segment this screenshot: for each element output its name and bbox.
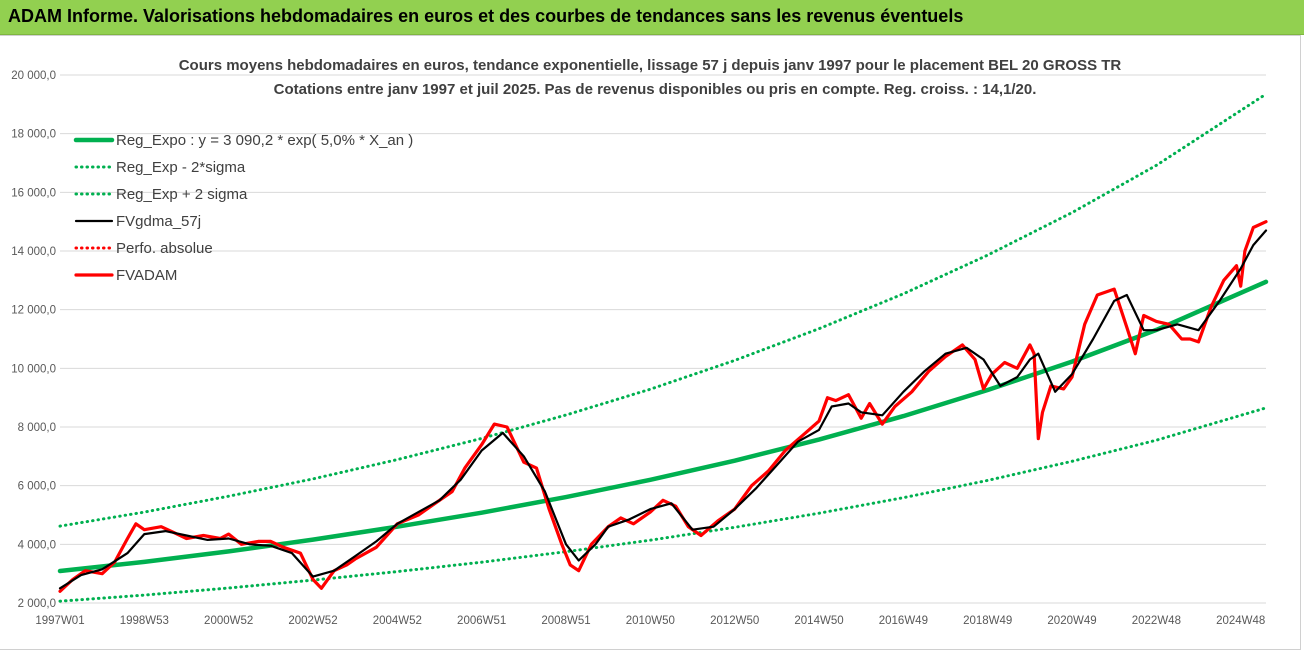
legend-label: FVADAM	[116, 267, 177, 284]
legend-label: Reg_Exp + 2 sigma	[116, 186, 248, 203]
y-tick-label: 16 000,0	[11, 187, 56, 199]
title-banner: ADAM Informe. Valorisations hebdomadaire…	[0, 0, 1304, 35]
legend-label: Perfo. absolue	[116, 240, 213, 257]
y-axis: 2 000,0 4 000,0 6 000,0 8 000,0 10 000,0 12 0…	[11, 70, 56, 610]
x-tick-label: 2000W52	[204, 615, 253, 627]
x-tick-label: 2022W48	[1132, 615, 1181, 627]
y-tick-label: 4 000,0	[18, 539, 56, 551]
x-tick-label: 1998W53	[120, 615, 169, 627]
plot-area	[57, 92, 1269, 603]
x-tick-label: 2012W50	[710, 615, 759, 627]
chart-subtitle: Cotations entre janv 1997 et juil 2025. …	[274, 81, 1037, 98]
series-line	[57, 279, 1269, 574]
x-tick-label: 2002W52	[288, 615, 337, 627]
series-line	[58, 92, 1268, 528]
series-line	[58, 220, 1268, 593]
y-tick-label: 20 000,0	[11, 70, 56, 82]
page-title: ADAM Informe. Valorisations hebdomadaire…	[8, 6, 964, 26]
x-tick-label: 2024W48	[1216, 615, 1265, 627]
y-tick-label: 18 000,0	[11, 129, 56, 141]
y-tick-label: 10 000,0	[11, 363, 56, 375]
x-axis: 1997W01 1998W53 2000W52 2002W52 2004W52 2006W…	[35, 615, 1265, 627]
x-tick-label: 2010W50	[626, 615, 675, 627]
x-tick-label: 2014W50	[794, 615, 843, 627]
legend-label: Reg_Exp - 2*sigma	[116, 159, 246, 176]
y-tick-label: 14 000,0	[11, 246, 56, 258]
x-tick-label: 2006W51	[457, 615, 506, 627]
y-tick-label: 8 000,0	[18, 422, 56, 434]
series-line	[58, 229, 1268, 590]
x-tick-label: 1997W01	[35, 615, 84, 627]
x-tick-label: 2018W49	[963, 615, 1012, 627]
legend-label: FVgdma_57j	[116, 213, 201, 230]
series-line	[58, 406, 1268, 603]
y-tick-label: 12 000,0	[11, 305, 56, 317]
x-tick-label: 2004W52	[373, 615, 422, 627]
chart-frame	[0, 35, 1301, 650]
x-tick-label: 2016W49	[879, 615, 928, 627]
grid	[60, 74, 1266, 604]
x-tick-label: 2008W51	[541, 615, 590, 627]
y-tick-label: 6 000,0	[18, 481, 56, 493]
y-tick-label: 2 000,0	[18, 598, 56, 610]
legend: Reg_Expo : y = 3 090,2 * exp( 5,0% * X_a…	[73, 132, 413, 284]
chart-title: Cours moyens hebdomadaires en euros, ten…	[179, 57, 1122, 74]
legend-label: Reg_Expo : y = 3 090,2 * exp( 5,0% * X_a…	[116, 132, 413, 149]
x-tick-label: 2020W49	[1047, 615, 1096, 627]
